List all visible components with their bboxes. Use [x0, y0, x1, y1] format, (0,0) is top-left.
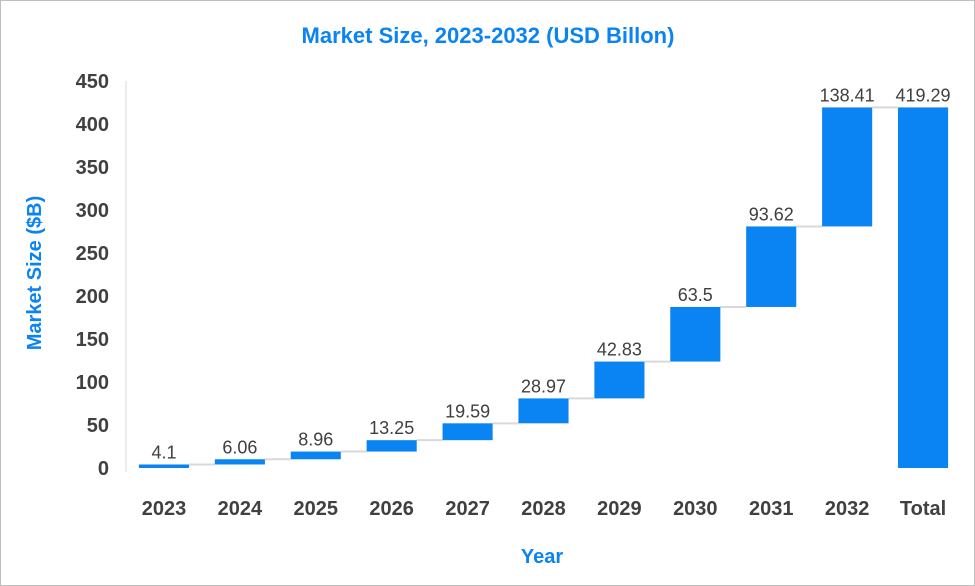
bar-2024: [214, 459, 265, 465]
x-tick-label-total: Total: [900, 498, 946, 520]
y-tick-label: 150: [76, 329, 109, 351]
data-label-2023: 4.1: [151, 442, 176, 462]
x-tick-label-2026: 2026: [369, 498, 414, 520]
data-label-2029: 42.83: [597, 340, 642, 360]
x-tick-label-2028: 2028: [521, 498, 566, 520]
bar-2029: [594, 361, 645, 399]
y-tick-label: 50: [87, 415, 109, 437]
x-tick-label-2027: 2027: [445, 498, 490, 520]
chart-title: Market Size, 2023-2032 (USD Billon): [302, 23, 675, 48]
data-label-2026: 13.25: [369, 418, 414, 438]
data-label-2032: 138.41: [820, 85, 875, 105]
bar-2026: [366, 440, 417, 452]
bar-2028: [518, 398, 569, 424]
x-tick-label-2029: 2029: [597, 498, 642, 520]
bar-2031: [746, 226, 797, 307]
y-tick-label: 250: [76, 243, 109, 265]
x-tick-label-2030: 2030: [673, 498, 718, 520]
x-ticks: 2023 2024 2025 2026 2027 2028 2029 2030 2031 2032…: [142, 498, 946, 520]
x-axis-title: Year: [521, 546, 563, 568]
y-tick-label: 100: [76, 372, 109, 394]
y-tick-label: 0: [98, 458, 109, 480]
data-label-total: 419.29: [896, 85, 951, 105]
data-label-2028: 28.97: [521, 376, 566, 396]
data-label-2030: 63.5: [678, 285, 713, 305]
y-ticks: 0 50 100 150 200 250 300 350 400 450: [76, 71, 109, 480]
bar-2027: [442, 423, 493, 441]
y-tick-label: 450: [76, 71, 109, 93]
x-tick-label-2023: 2023: [142, 498, 187, 520]
x-tick-label-2031: 2031: [749, 498, 794, 520]
data-label-2024: 6.06: [222, 437, 257, 457]
data-label-2025: 8.96: [298, 430, 333, 450]
x-tick-label-2032: 2032: [825, 498, 870, 520]
data-label-2031: 93.62: [749, 204, 794, 224]
y-tick-label: 350: [76, 157, 109, 179]
y-tick-label: 300: [76, 200, 109, 222]
x-tick-label-2025: 2025: [294, 498, 339, 520]
bar-2032: [822, 107, 873, 227]
bar-2023: [138, 464, 190, 468]
x-tick-label-2024: 2024: [218, 498, 263, 520]
y-axis-title: Market Size ($B): [24, 196, 46, 351]
bars: [138, 107, 949, 469]
y-tick-label: 400: [76, 114, 109, 136]
y-tick-label: 200: [76, 286, 109, 308]
bar-total: [897, 107, 949, 469]
data-label-2027: 19.59: [445, 401, 490, 421]
data-labels: 4.1 6.06 8.96 13.25 19.59 28.97 42.83 63.5 93.62…: [151, 85, 950, 462]
bar-2030: [670, 306, 721, 362]
bar-2025: [290, 451, 341, 460]
connectors: [189, 106, 898, 466]
